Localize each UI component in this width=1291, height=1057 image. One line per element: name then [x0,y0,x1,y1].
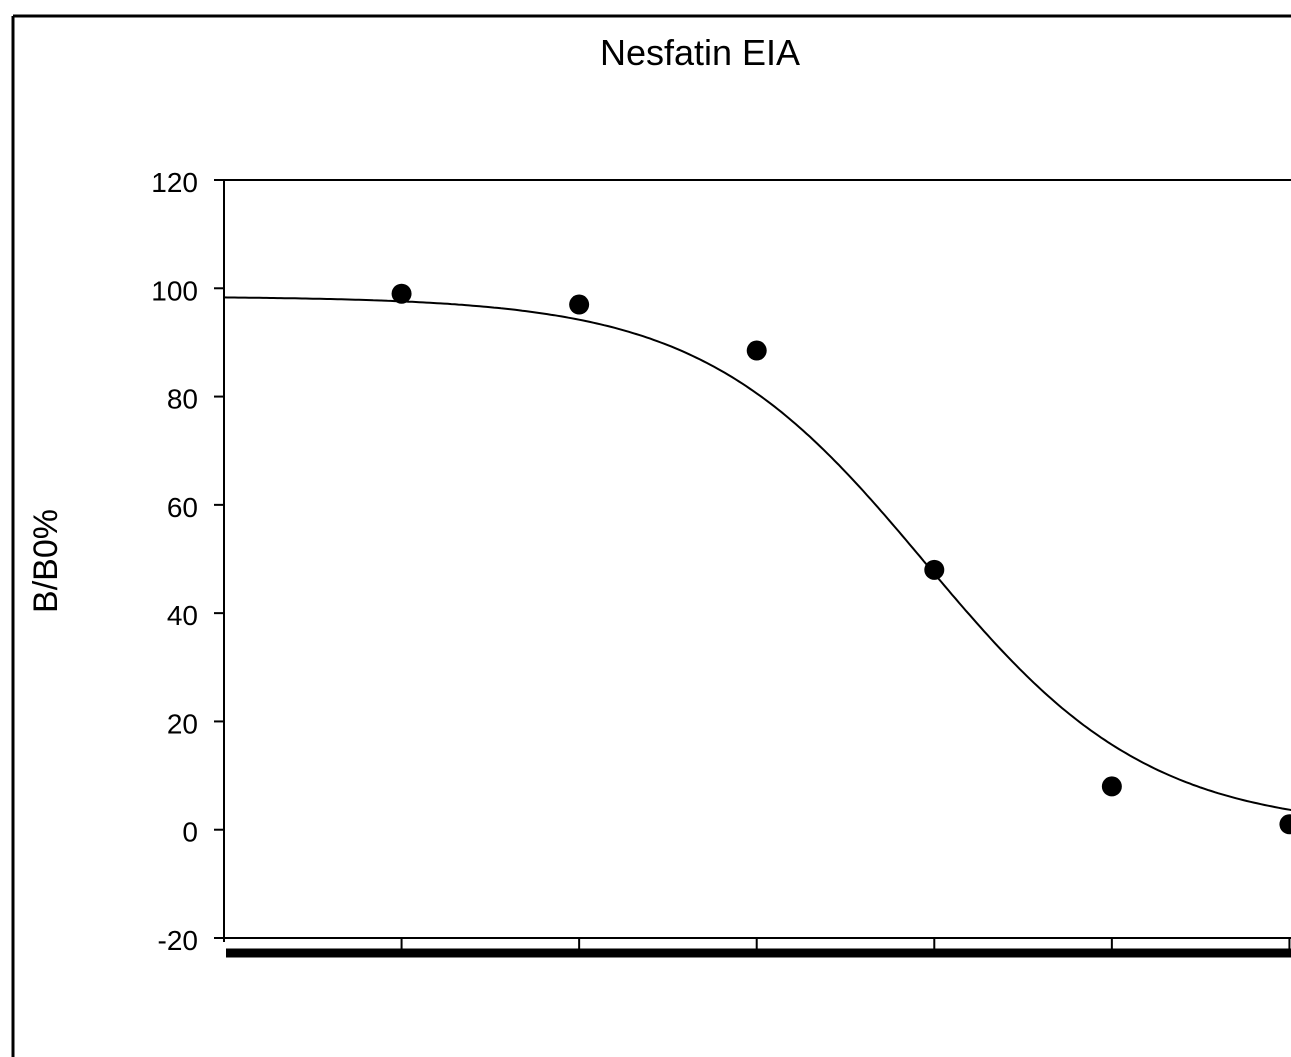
y-tick-label: 60 [167,492,198,523]
chart-title: Nesfatin EIA [600,32,800,73]
data-points-layer [391,283,1291,835]
data-point [1101,776,1122,797]
y-tick-label: -20 [158,925,198,956]
data-point [391,283,412,304]
axes [214,179,1291,958]
x-ticks [400,938,1291,950]
data-point [1279,814,1291,835]
y-tick-label: 120 [151,167,198,198]
y-ticks: -20 0 20 40 60 80 100 120 [151,167,224,956]
data-point [924,559,945,580]
fit-curve-line [223,296,1291,811]
y-axis-label: B/B0% [27,509,65,613]
y-tick-label: 0 [182,817,198,848]
y-tick-label: 100 [151,275,198,306]
y-tick-label: 80 [167,384,198,415]
data-point [746,340,767,361]
data-point [569,294,590,315]
y-tick-label: 20 [167,708,198,739]
fit-curve-layer [223,296,1291,811]
y-tick-label: 40 [167,600,198,631]
